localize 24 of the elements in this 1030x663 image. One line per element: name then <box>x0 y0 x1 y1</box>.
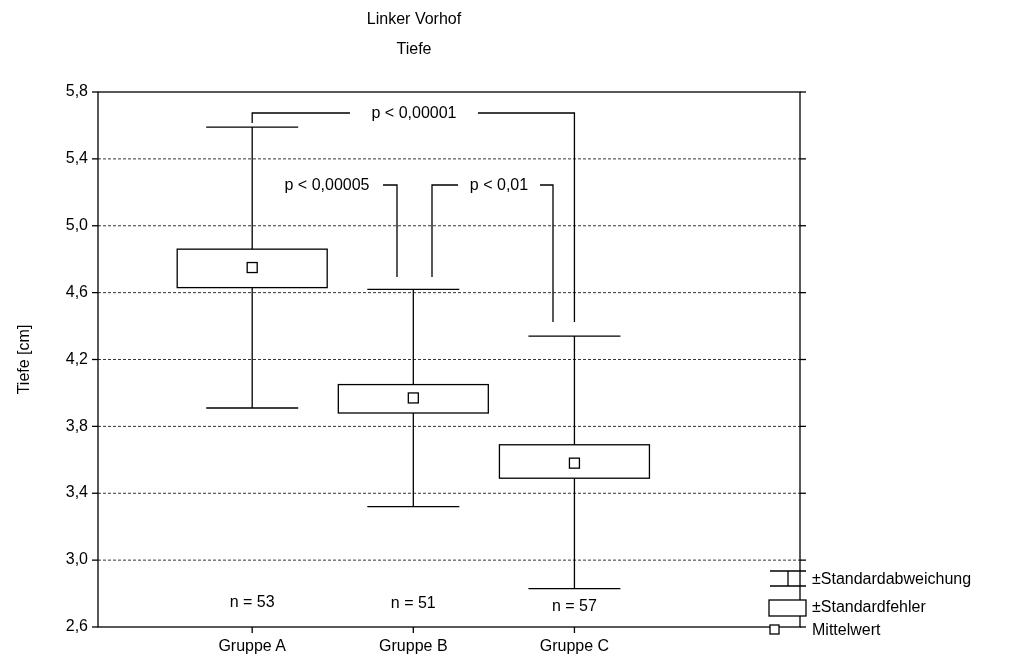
annotation: n = 57 <box>551 597 597 615</box>
annotation: n = 51 <box>390 594 436 612</box>
text: ±Standardfehler <box>812 598 927 616</box>
annotation: p < 0,00005 <box>284 176 370 194</box>
chart-subtitle: Tiefe <box>396 40 432 58</box>
y-tick-label: 4,2 <box>65 349 89 367</box>
y-tick-label: 3,0 <box>65 550 89 568</box>
y-tick-label: 3,8 <box>65 416 89 434</box>
y-axis-title: Tiefe [cm] <box>15 324 33 395</box>
chart-title: Linker Vorhof <box>366 10 462 28</box>
annotation: p < 0,00001 <box>371 104 457 122</box>
text: Mittelwert <box>812 621 882 639</box>
y-tick-label: 4,6 <box>65 282 89 300</box>
annotation: p < 0,01 <box>469 176 529 194</box>
y-tick-label: 5,4 <box>65 149 89 167</box>
x-tick-label: Gruppe A <box>218 637 287 655</box>
y-tick-label: 3,4 <box>65 483 89 501</box>
y-tick-label: 5,0 <box>65 215 89 233</box>
text: ±Standardabweichung <box>812 570 972 588</box>
y-tick-label: 2,6 <box>65 617 89 635</box>
x-tick-label: Gruppe C <box>539 637 610 655</box>
annotation: n = 53 <box>229 593 275 611</box>
x-tick-label: Gruppe B <box>379 637 448 655</box>
y-tick-label: 5,8 <box>65 82 89 100</box>
